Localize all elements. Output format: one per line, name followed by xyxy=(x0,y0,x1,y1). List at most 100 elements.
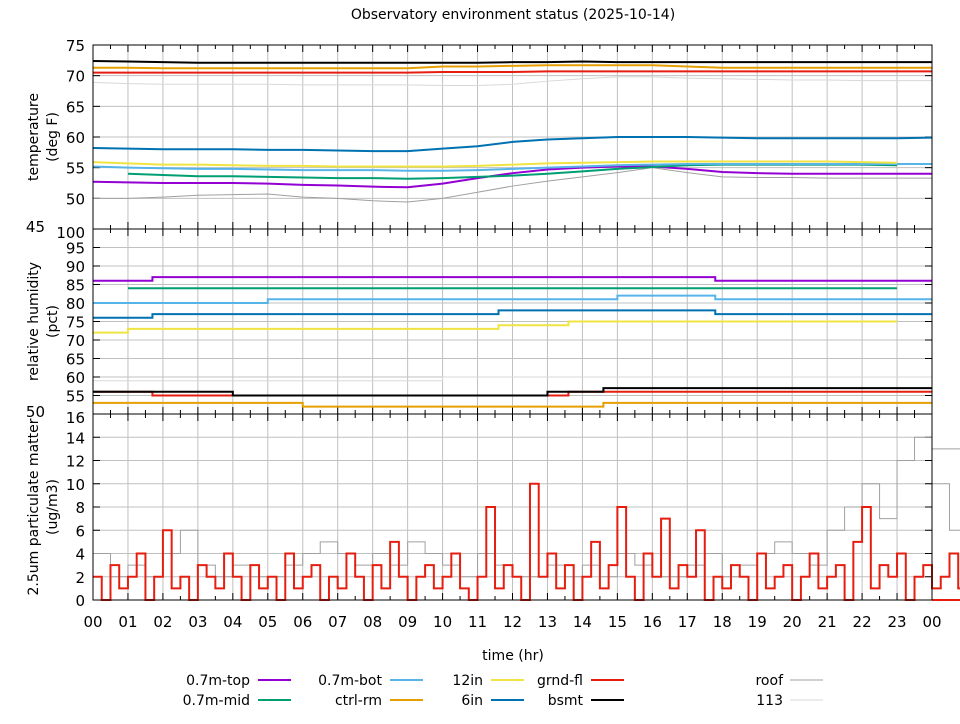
y-tick-label: 75 xyxy=(66,37,85,55)
legend-label: ctrl-rm xyxy=(335,693,382,709)
series-line-6in xyxy=(92,136,933,153)
y-tick-label: 100 xyxy=(56,224,85,242)
y-tick-label: 80 xyxy=(66,295,85,313)
y-tick-label: 60 xyxy=(66,129,85,147)
y-tick-label: 50 xyxy=(66,190,85,208)
legend-item-roof: roof xyxy=(755,673,823,689)
x-tick-label: 11 xyxy=(468,613,487,631)
legend-label: 12in xyxy=(452,673,483,689)
series-line-grnd-fl xyxy=(93,482,960,601)
y-tick-label: 70 xyxy=(66,68,85,86)
legend-item-0.7m-bot: 0.7m-bot xyxy=(318,673,423,689)
series-line-roof xyxy=(93,436,960,578)
x-tick-label: 06 xyxy=(293,613,312,631)
y-tick-label: 55 xyxy=(66,160,85,178)
y-tick-label: 85 xyxy=(66,277,85,295)
legend-item-bsmt: bsmt xyxy=(548,693,624,709)
y-tick-label: 45 xyxy=(26,218,45,236)
y-tick-label: 16 xyxy=(66,409,85,427)
y-tick-label: 65 xyxy=(66,351,85,369)
x-tick-label: 16 xyxy=(643,613,662,631)
y-tick-label: 60 xyxy=(66,369,85,387)
x-tick-label: 19 xyxy=(748,613,767,631)
x-tick-label: 13 xyxy=(538,613,557,631)
series-line-0.7m-top xyxy=(93,276,932,282)
series-line-0.7m-bot xyxy=(92,162,932,172)
x-tick-label: 05 xyxy=(258,613,277,631)
plot-frame xyxy=(92,413,933,601)
x-tick-label: 00 xyxy=(922,613,941,631)
series-line-12in xyxy=(93,320,898,334)
series-line-0.7m-top xyxy=(92,165,932,189)
series-line-113 xyxy=(92,76,932,86)
y-tick-label: 50 xyxy=(26,403,45,421)
series-line-6in xyxy=(93,309,932,319)
x-tick-label: 17 xyxy=(678,613,697,631)
x-tick-label: 21 xyxy=(818,613,837,631)
series-line-113 xyxy=(93,376,932,382)
x-tick-label: 09 xyxy=(398,613,417,631)
legend-label: 0.7m-bot xyxy=(318,673,382,689)
y-tick-label: 65 xyxy=(66,98,85,116)
x-tick-label: 12 xyxy=(503,613,522,631)
y-axis-label: (ug/m3) xyxy=(45,479,61,535)
legend: 0.7m-top 0.7m-mid 0.7m-bot ctrl-rm 12in 6in gr… xyxy=(183,673,823,709)
panel-2: 0 2 4 6 8 10 12 14 16 2.5um particulate matter (ug… xyxy=(26,409,960,610)
y-axis-label: (pct) xyxy=(45,305,61,338)
legend-item-6in: 6in xyxy=(461,693,524,709)
series-line-bsmt xyxy=(92,59,932,64)
y-tick-label: 8 xyxy=(75,499,85,517)
legend-label: 0.7m-top xyxy=(186,673,250,689)
x-tick-label: 20 xyxy=(783,613,802,631)
panel-0: 45 50 55 60 65 70 75 temperature (deg F) xyxy=(26,37,933,236)
x-axis-label: time (hr) xyxy=(482,648,544,664)
x-tick-label: 04 xyxy=(223,613,242,631)
legend-item-113: 113 xyxy=(756,693,823,709)
x-tick-label: 23 xyxy=(887,613,906,631)
series-line-bsmt xyxy=(93,387,932,397)
legend-item-grnd-fl: grnd-fl xyxy=(537,673,624,689)
series-line-ctrl-rm xyxy=(93,401,932,408)
x-tick-label: 02 xyxy=(153,613,172,631)
legend-label: 113 xyxy=(756,693,783,709)
x-tick-label: 18 xyxy=(713,613,732,631)
y-tick-label: 10 xyxy=(66,476,85,494)
x-tick-label: 08 xyxy=(363,613,382,631)
x-tick-label: 22 xyxy=(853,613,872,631)
y-axis-label: (deg F) xyxy=(45,112,61,162)
x-tick-label: 01 xyxy=(118,613,137,631)
x-tick-label: 03 xyxy=(188,613,207,631)
x-tick-label: 07 xyxy=(328,613,347,631)
series-line-12in xyxy=(92,160,898,168)
y-tick-label: 14 xyxy=(66,429,85,447)
y-tick-label: 75 xyxy=(66,314,85,332)
x-tick-label: 00 xyxy=(83,613,102,631)
legend-label: 6in xyxy=(461,693,483,709)
series-line-0.7m-bot xyxy=(93,294,932,304)
legend-item-0.7m-top: 0.7m-top xyxy=(186,673,291,689)
legend-label: grnd-fl xyxy=(537,673,583,689)
y-tick-label: 4 xyxy=(75,546,85,564)
y-axis-label: relative humidity xyxy=(26,262,42,381)
legend-item-12in: 12in xyxy=(452,673,524,689)
y-tick-label: 95 xyxy=(66,240,85,258)
y-axis-label: 2.5um particulate matter xyxy=(26,418,42,595)
legend-label: 0.7m-mid xyxy=(183,693,250,709)
y-tick-label: 6 xyxy=(75,522,85,540)
x-tick-label: 14 xyxy=(573,613,592,631)
y-tick-label: 70 xyxy=(66,332,85,350)
y-axis-label: temperature xyxy=(26,93,42,181)
legend-label: bsmt xyxy=(548,693,584,709)
series-line-grnd-fl xyxy=(93,70,932,74)
series-line-roof xyxy=(93,167,932,203)
x-tick-label: 10 xyxy=(433,613,452,631)
y-tick-label: 12 xyxy=(66,453,85,471)
legend-item-0.7m-mid: 0.7m-mid xyxy=(183,693,291,709)
chart-title: Observatory environment status (2025-10-… xyxy=(351,7,675,23)
y-tick-label: 55 xyxy=(66,388,85,406)
y-tick-label: 90 xyxy=(66,258,85,276)
y-tick-label: 2 xyxy=(75,569,85,587)
